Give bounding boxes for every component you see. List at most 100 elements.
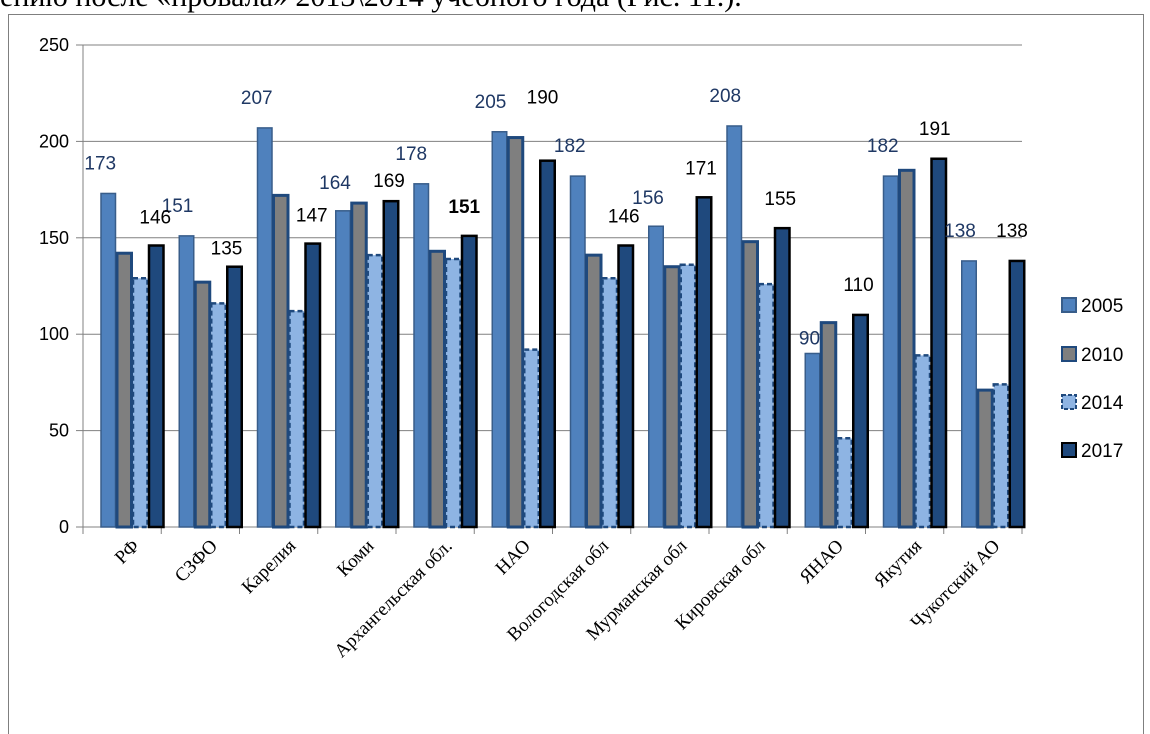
bar-2014 [523,348,540,529]
bar-2017 [852,313,869,529]
bar-2010 [898,168,916,529]
bar-2014 [992,383,1010,529]
bar-2014 [131,277,149,529]
data-label-2017: 135 [211,239,243,260]
bar-2005 [961,260,977,528]
y-tick-label: 0 [59,517,69,537]
data-label-2005: 173 [84,153,116,174]
bar-2014 [679,263,697,529]
bar-2010 [193,280,212,529]
y-tick-label: 250 [39,35,69,55]
data-label-2005: 207 [241,88,273,109]
data-label-2017: 147 [296,206,328,227]
bar-2005 [804,352,821,528]
bar-2014 [914,354,932,529]
bar-2005 [648,225,664,528]
bar-2010 [976,388,994,529]
bar-2017 [460,234,478,529]
bar-2017 [226,265,243,529]
bar-2017 [147,244,165,529]
bars [100,125,1026,529]
data-label-2017: 155 [764,189,796,210]
data-label-2017: 190 [527,88,559,109]
bar-2017 [930,157,948,529]
data-label-2017: 146 [608,207,640,228]
bar-2005 [335,210,351,528]
data-label-2017: 191 [919,119,951,140]
bar-2014 [288,309,306,529]
data-label-2017: 171 [685,158,717,179]
data-label-2005: 138 [944,221,976,242]
data-label-2017: 146 [139,208,171,229]
caption-fragment: ению после «провала» 2013\2014 учебного … [0,0,1150,14]
data-label-2005: 205 [475,92,507,113]
bar-2014 [757,282,775,529]
x-category-label: Коми [333,536,378,581]
data-label-2005: 182 [554,136,586,157]
bar-2010 [585,253,603,529]
y-tick-label: 50 [49,421,69,441]
data-label-2005: 178 [395,144,427,165]
legend-swatch-2005 [1061,297,1077,313]
bar-2014 [444,257,462,529]
bar-2014 [601,277,619,529]
bar-2017 [1008,259,1026,529]
legend-label-2017: 2017 [1081,441,1123,462]
x-category-label: НАО [492,536,535,579]
legend-swatch-2017 [1061,442,1077,458]
legend-swatch-2010 [1061,346,1077,362]
legend-label-2014: 2014 [1081,393,1124,414]
x-category-label: ЯНАО [796,536,848,588]
bar-2005 [413,183,430,528]
y-tick-label: 100 [39,324,69,344]
bar-2017 [617,244,635,529]
y-tick-label: 200 [39,131,69,151]
data-label-2005: 151 [162,196,194,217]
y-tick-label: 150 [39,228,69,248]
bar-2010 [115,251,133,529]
legend-label-2005: 2005 [1081,296,1123,317]
legend-label-2010: 2010 [1081,345,1123,366]
bar-2005 [882,175,899,528]
bar-2017 [695,196,713,529]
legend-swatch-2014 [1061,394,1077,410]
bar-2010 [350,201,368,529]
data-label-2005: 182 [867,136,899,157]
bar-2010 [428,249,446,529]
bar-2010 [506,136,525,529]
data-label-2005: 90 [799,328,820,349]
bar-2014 [366,253,384,529]
data-label-2017: 151 [448,197,480,218]
bar-2014 [210,302,227,529]
data-label-2017: 169 [373,171,405,192]
chart-frame [8,14,1144,734]
bar-2005 [569,175,586,528]
data-label-2017: 110 [843,275,873,296]
legend: 2005 2010 2014 2017 [1061,296,1124,462]
x-category-label: Карелия [238,536,301,599]
bar-2017 [539,159,556,529]
bar-2017 [773,226,791,529]
data-label-2005: 164 [319,173,351,194]
data-label-2005: 208 [709,86,741,107]
x-category-label: Якутия [870,536,926,592]
data-label-2017: 138 [996,221,1028,242]
bar-2005 [491,131,508,528]
bar-2005 [100,192,117,528]
bar-2010 [819,321,838,529]
bar-2005 [178,235,195,528]
x-category-label: РФ [111,536,144,569]
data-labels: 173 151 207 164 178 205 182 156 208 90 182 138 146 13… [84,86,1027,350]
data-label-2005: 156 [632,188,664,209]
bar-2010 [663,265,681,529]
bar-2005 [256,127,273,528]
bar-2010 [272,193,290,529]
bar-2014 [836,437,853,529]
bar-2017 [304,242,322,529]
bar-2017 [382,199,400,529]
bar-2010 [741,240,759,529]
x-category-label: СЗФО [171,536,222,587]
bar-2005 [726,125,743,528]
